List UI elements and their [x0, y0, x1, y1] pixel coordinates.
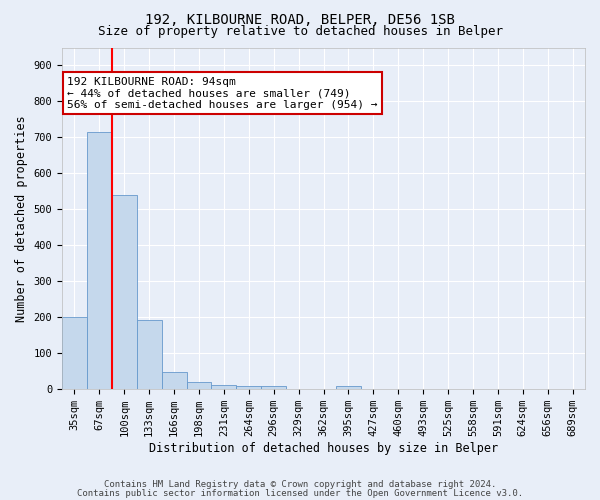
- Bar: [87, 132, 112, 389]
- Bar: [161, 372, 187, 389]
- Bar: [187, 382, 211, 389]
- Y-axis label: Number of detached properties: Number of detached properties: [15, 115, 28, 322]
- Text: Size of property relative to detached houses in Belper: Size of property relative to detached ho…: [97, 25, 503, 38]
- Bar: [62, 318, 87, 389]
- Bar: [211, 384, 236, 389]
- Text: 192 KILBOURNE ROAD: 94sqm
← 44% of detached houses are smaller (749)
56% of semi: 192 KILBOURNE ROAD: 94sqm ← 44% of detac…: [67, 76, 378, 110]
- Text: Contains public sector information licensed under the Open Government Licence v3: Contains public sector information licen…: [77, 489, 523, 498]
- Text: 192, KILBOURNE ROAD, BELPER, DE56 1SB: 192, KILBOURNE ROAD, BELPER, DE56 1SB: [145, 12, 455, 26]
- Bar: [336, 386, 361, 389]
- X-axis label: Distribution of detached houses by size in Belper: Distribution of detached houses by size …: [149, 442, 498, 455]
- Text: Contains HM Land Registry data © Crown copyright and database right 2024.: Contains HM Land Registry data © Crown c…: [104, 480, 496, 489]
- Bar: [261, 386, 286, 389]
- Bar: [112, 195, 137, 389]
- Bar: [137, 320, 161, 389]
- Bar: [236, 386, 261, 389]
